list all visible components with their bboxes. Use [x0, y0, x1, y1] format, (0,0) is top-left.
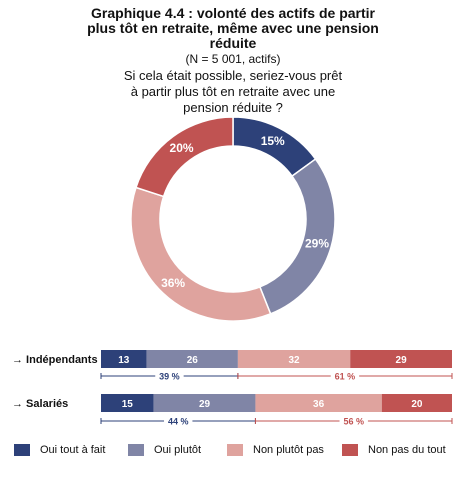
- legend-label: Oui tout à fait: [40, 444, 106, 456]
- bar-data-label: 20: [411, 399, 423, 410]
- oui-total-bracket-label-bg: [164, 415, 193, 427]
- bar-segment-oui-plutot: [153, 394, 256, 412]
- bar-segment-non-pas-du-tout: [350, 350, 452, 368]
- legend-label: Non plutôt pas: [253, 444, 324, 456]
- legend-swatch: [128, 444, 144, 456]
- bar-data-label: 36: [313, 399, 325, 410]
- non-total-bracket-label-bg: [339, 415, 368, 427]
- donut-chart: 15% 29% 36% 20%: [130, 116, 336, 322]
- bar-data-label: 32: [288, 355, 300, 366]
- oui-total-bracket-label: 39 %: [159, 372, 180, 382]
- bar-data-label: 15: [122, 399, 134, 410]
- stacked-bar-chart: → Indépendants 13 26 32 29 39 % 61 % → Salariés…: [12, 350, 453, 427]
- donut-slice-non-pas-du-tout: [135, 116, 234, 198]
- donut-data-label: 29%: [305, 236, 329, 250]
- donut-slice-non-plutot-pas: [130, 186, 272, 322]
- bar-data-label: 29: [396, 355, 408, 366]
- chart-header: Graphique 4.4 : volonté des actifs de pa…: [0, 5, 466, 67]
- chart-subtitle: (N = 5 001, actifs): [185, 52, 281, 66]
- bar-data-label: 29: [199, 399, 211, 410]
- donut-data-label: 36%: [161, 276, 185, 290]
- legend-swatch: [14, 444, 30, 456]
- bar-category-label: → Indépendants: [12, 354, 98, 366]
- donut-data-label: 15%: [261, 134, 285, 148]
- non-total-bracket-label: 56 %: [343, 417, 364, 427]
- bar-segment-oui-tout-a-fait: [101, 350, 147, 368]
- chart-title: Graphique 4.4 : volonté des actifs de pa…: [87, 5, 379, 51]
- bar-segment-non-plutot-pas: [237, 350, 351, 368]
- survey-question: Si cela était possible, seriez-vous prêt…: [123, 68, 343, 115]
- non-total-bracket-label: 61 %: [335, 372, 356, 382]
- legend-item-oui-tout-a-fait: Oui tout à fait: [14, 444, 105, 456]
- donut-data-label: 20%: [170, 141, 194, 155]
- non-total-bracket-label-bg: [330, 370, 360, 382]
- legend-item-oui-plutot: Oui plutôt: [128, 444, 201, 456]
- legend-label: Oui plutôt: [154, 444, 202, 456]
- bar-data-label: 26: [187, 355, 199, 366]
- bar-segment-non-plutot-pas: [255, 394, 382, 412]
- legend-item-non-pas-du-tout: Non pas du tout: [342, 444, 446, 456]
- bar-segment-non-pas-du-tout: [381, 394, 452, 412]
- bar-data-label: 13: [118, 355, 130, 366]
- bar-segment-oui-tout-a-fait: [101, 394, 154, 412]
- oui-total-bracket-label: 44 %: [168, 417, 189, 427]
- oui-total-bracket-label-bg: [155, 370, 184, 382]
- legend: Oui tout à fait Oui plutôt Non plutôt pa…: [14, 444, 464, 464]
- legend-swatch: [227, 444, 243, 456]
- legend-item-non-plutot-pas: Non plutôt pas: [227, 444, 324, 456]
- bar-category-label: → Salariés: [12, 398, 68, 410]
- legend-label: Non pas du tout: [368, 444, 446, 456]
- bar-segment-oui-plutot: [146, 350, 238, 368]
- legend-swatch: [342, 444, 358, 456]
